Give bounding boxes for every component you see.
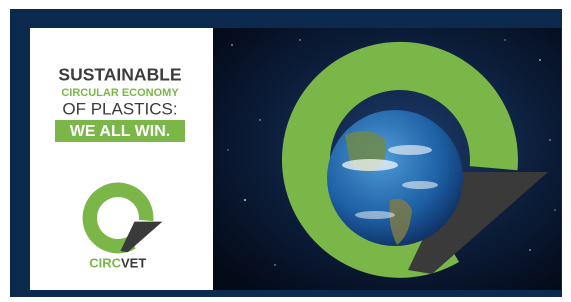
logo-name-part2: VET — [121, 255, 146, 270]
headline-line1: SUSTAINABLE — [58, 65, 181, 85]
headline-line2: CIRCULAR ECONOMY — [61, 87, 179, 99]
headline-line3: OF PLASTICS: — [62, 99, 177, 118]
logo-name-part1: CIRC — [89, 255, 121, 270]
page: SUSTAINABLE CIRCULAR ECONOMY OF PLASTICS… — [0, 0, 571, 302]
headline-line4: WE ALL WIN. — [70, 123, 170, 140]
earth — [327, 110, 463, 246]
banner: SUSTAINABLE CIRCULAR ECONOMY OF PLASTICS… — [0, 0, 571, 302]
